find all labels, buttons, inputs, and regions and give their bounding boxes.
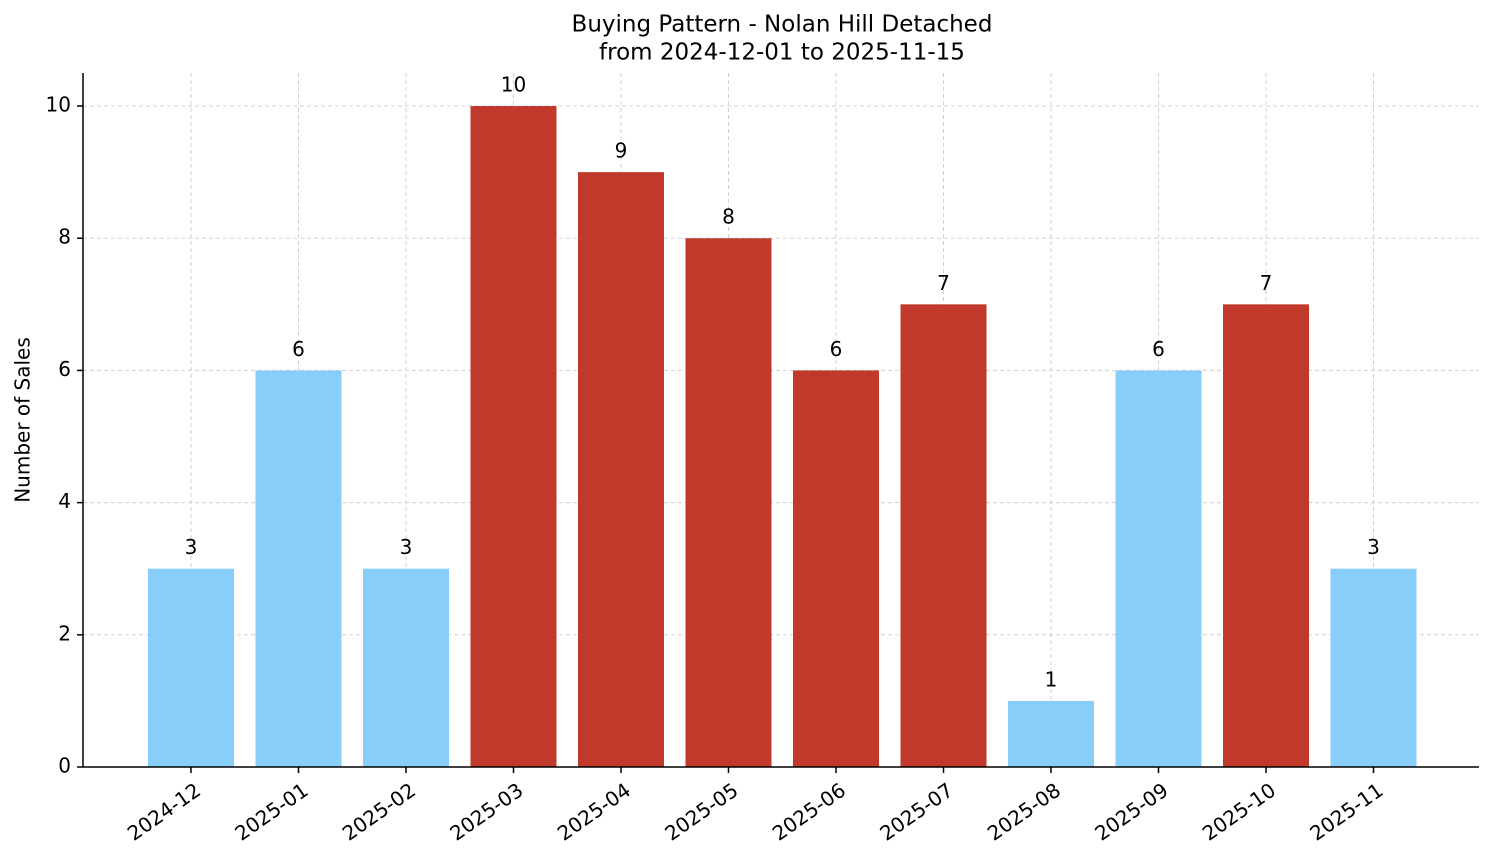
value-label: 3 [185, 535, 198, 559]
value-label: 3 [1367, 535, 1380, 559]
value-label: 7 [937, 271, 950, 295]
value-label: 7 [1260, 271, 1273, 295]
chart-subtitle: from 2024-12-01 to 2025-11-15 [599, 40, 965, 66]
bar [1330, 568, 1417, 767]
x-tick-label: 2025-05 [660, 778, 742, 846]
bar [255, 370, 342, 767]
x-tick-label: 2025-07 [875, 778, 957, 846]
y-axis-label: Number of Sales [11, 337, 35, 503]
bar [1223, 304, 1309, 767]
y-tick-label: 6 [58, 357, 71, 381]
value-label: 10 [501, 73, 526, 97]
y-tick-label: 8 [58, 225, 71, 249]
value-label: 3 [400, 535, 413, 559]
x-tick-label: 2025-08 [983, 778, 1065, 846]
plot [148, 106, 1417, 768]
x-tick-label: 2025-06 [768, 778, 850, 846]
chart-title: Buying Pattern - Nolan Hill Detached [572, 12, 993, 38]
y-tick-label: 2 [58, 621, 71, 645]
bar [363, 568, 449, 767]
y-tick-label: 10 [46, 93, 71, 117]
x-tick-label: 2025-03 [445, 778, 527, 846]
x-tick-label: 2024-12 [123, 778, 205, 846]
bar [685, 238, 772, 767]
x-tick-label: 2025-01 [230, 778, 312, 846]
bar [578, 172, 664, 768]
value-label: 9 [615, 139, 628, 163]
x-tick-label: 2025-04 [553, 778, 635, 846]
value-label: 1 [1045, 667, 1058, 691]
y-tick-label: 0 [58, 754, 71, 778]
bar [793, 370, 879, 767]
value-label: 8 [722, 205, 735, 229]
value-label: 6 [1152, 337, 1165, 361]
x-tick-label: 2025-09 [1090, 778, 1172, 846]
value-label: 6 [830, 337, 843, 361]
y-tick-label: 4 [58, 489, 71, 513]
value-label: 6 [292, 337, 305, 361]
bar [470, 106, 557, 768]
x-tick-label: 2025-11 [1305, 778, 1387, 846]
x-tick-label: 2025-10 [1198, 778, 1280, 846]
bar [1115, 370, 1202, 767]
x-tick-label: 2025-02 [338, 778, 420, 846]
bar [1008, 700, 1094, 767]
bar [900, 304, 987, 767]
bar [148, 568, 234, 767]
